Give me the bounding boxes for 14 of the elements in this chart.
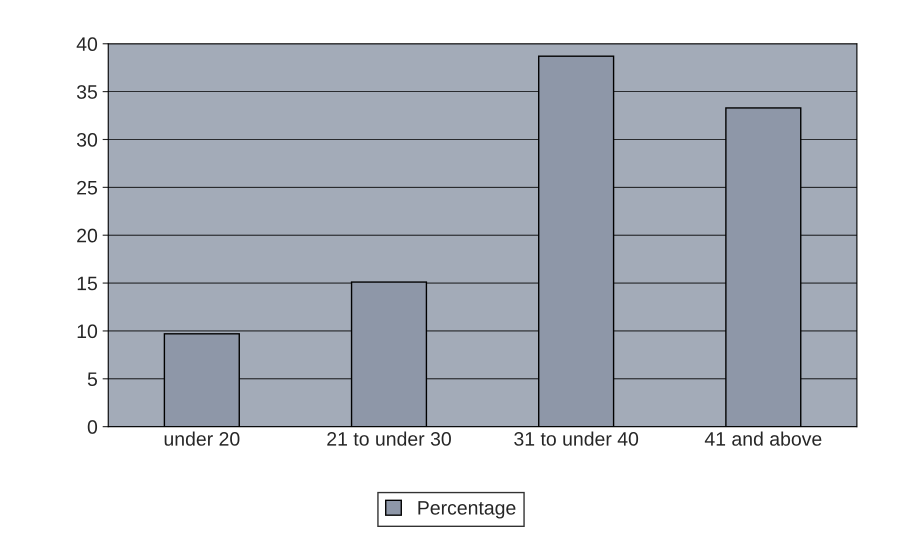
x-tick-label: 41 and above <box>704 432 822 446</box>
x-tick-label: 31 to under 40 <box>514 432 638 446</box>
y-tick-label: 5 <box>88 372 98 386</box>
y-tick-label: 10 <box>78 324 98 338</box>
y-tick-label: 35 <box>76 85 98 99</box>
x-tick-label: under 20 <box>164 432 240 446</box>
y-tick-label: 0 <box>88 420 98 434</box>
y-tick-label: 40 <box>76 37 98 51</box>
y-tick-label: 25 <box>77 180 98 195</box>
y-tick-label: 20 <box>77 228 98 242</box>
x-tick-label: 21 to under 30 <box>327 432 451 446</box>
y-tick-label: 15 <box>78 276 98 290</box>
legend-label: Percentage <box>418 501 516 519</box>
y-tick-label: 30 <box>76 132 98 147</box>
